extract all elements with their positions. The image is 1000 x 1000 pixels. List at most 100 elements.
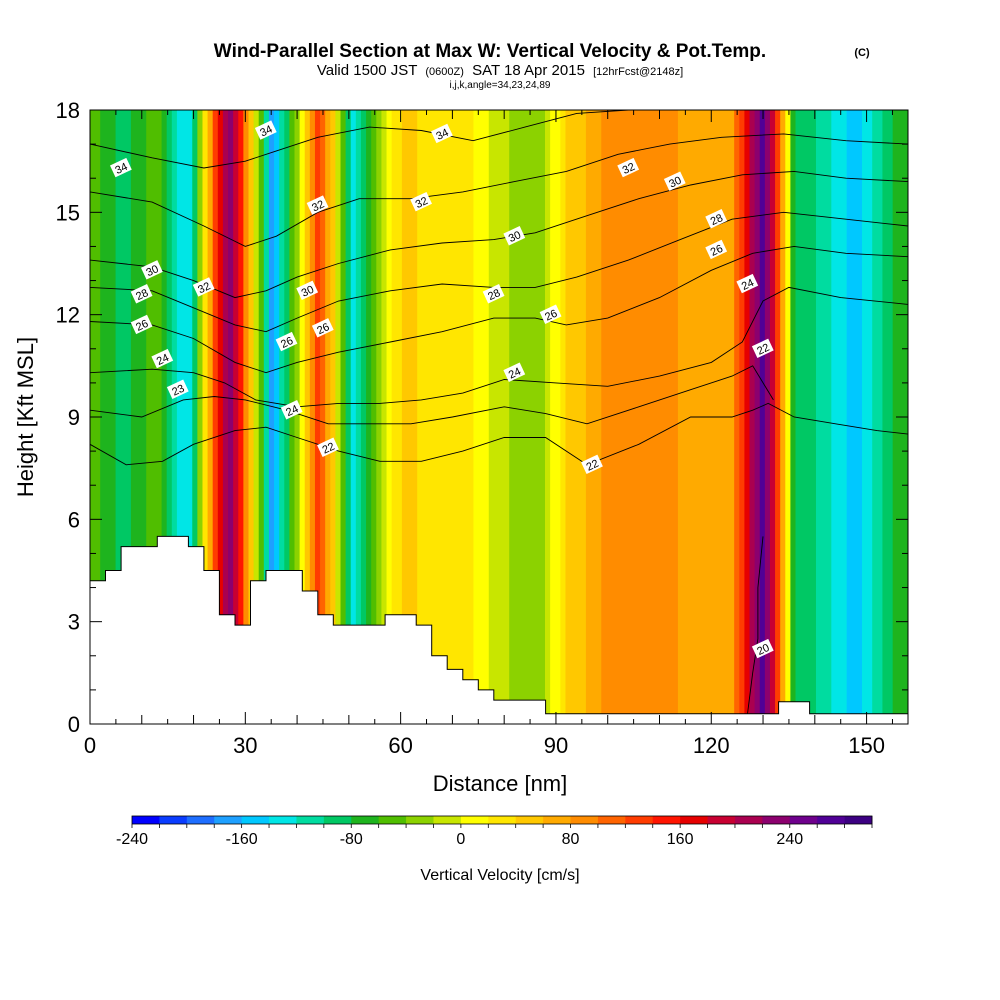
theta-contour-32 bbox=[90, 133, 908, 247]
colorbar-swatch bbox=[570, 816, 599, 824]
velocity-cell bbox=[591, 110, 597, 724]
contour-label: 26 bbox=[705, 239, 728, 260]
velocity-cell bbox=[401, 110, 408, 724]
velocity-cell bbox=[130, 110, 137, 724]
forecast-info: [12hrFcst@2148z] bbox=[593, 66, 683, 78]
colorbar-swatch bbox=[762, 816, 791, 824]
velocity-cell bbox=[631, 110, 638, 724]
velocity-cell bbox=[345, 110, 352, 724]
velocity-cell bbox=[100, 110, 106, 724]
y-tick-label: 9 bbox=[68, 405, 80, 430]
velocity-cell bbox=[187, 110, 193, 724]
colorbar-swatch bbox=[269, 816, 297, 824]
velocity-cell bbox=[452, 110, 459, 724]
velocity-cell bbox=[585, 110, 592, 724]
colorbar-swatch bbox=[707, 816, 736, 824]
velocity-cell bbox=[764, 110, 771, 724]
contour-label-text: 34 bbox=[434, 127, 450, 143]
contour-label-bg bbox=[166, 379, 189, 399]
theta-contour-24 bbox=[90, 286, 908, 408]
velocity-cell bbox=[437, 110, 444, 724]
velocity-cell bbox=[606, 110, 613, 724]
colorbar-swatch bbox=[460, 816, 489, 824]
colorbar-swatch bbox=[734, 816, 763, 824]
velocity-cell bbox=[550, 110, 556, 724]
y-tick-label: 0 bbox=[68, 712, 80, 737]
velocity-cell bbox=[744, 110, 751, 724]
velocity-cell bbox=[422, 110, 429, 724]
contour-label: 30 bbox=[296, 280, 319, 301]
contour-labels: 34 34 34 32 32 32 32 30 30 30 30 28 28 28 26 26 26 26 26 24… bbox=[109, 120, 774, 659]
velocity-cell bbox=[846, 110, 853, 724]
velocity-cell bbox=[826, 110, 832, 724]
colorbar-swatch bbox=[597, 816, 626, 824]
contour-label: 23 bbox=[166, 379, 189, 399]
colorbar-swatch bbox=[652, 816, 681, 824]
contour-label-bg bbox=[663, 171, 686, 191]
contour-label-bg bbox=[430, 123, 453, 144]
contour-label-text: 22 bbox=[755, 342, 771, 358]
contour-label-text: 32 bbox=[621, 161, 637, 177]
vertical-velocity-field bbox=[90, 110, 908, 724]
velocity-cell bbox=[258, 110, 265, 724]
velocity-cell bbox=[376, 110, 383, 724]
contour-label: 32 bbox=[192, 277, 215, 297]
contour-label: 34 bbox=[109, 157, 132, 178]
contour-label-bg bbox=[410, 191, 432, 212]
velocity-cell bbox=[473, 110, 480, 724]
contour-label-text: 22 bbox=[321, 441, 337, 457]
velocity-cell bbox=[570, 110, 577, 724]
contour-label-bg bbox=[736, 273, 759, 294]
chart-title: Wind-Parallel Section at Max W: Vertical… bbox=[214, 41, 766, 62]
contour-label-text: 20 bbox=[755, 642, 771, 658]
velocity-cell bbox=[545, 110, 551, 724]
contour-label: 26 bbox=[311, 318, 334, 338]
contour-label-bg bbox=[751, 638, 774, 659]
velocity-cell bbox=[192, 110, 198, 724]
contour-label-text: 30 bbox=[300, 284, 316, 300]
contour-label-bg bbox=[130, 314, 153, 335]
velocity-cell bbox=[683, 110, 689, 724]
terrain-profile bbox=[90, 535, 908, 724]
contour-label-bg bbox=[306, 195, 329, 215]
velocity-cell bbox=[161, 110, 168, 724]
colorbar-tick-label: 0 bbox=[456, 831, 465, 848]
contour-label-bg bbox=[539, 304, 562, 324]
contour-label-text: 34 bbox=[113, 161, 129, 177]
x-tick-label: 90 bbox=[544, 733, 568, 758]
contour-label: 30 bbox=[663, 171, 686, 191]
velocity-cell bbox=[841, 110, 848, 724]
contour-label-bg bbox=[192, 277, 215, 297]
x-tick-label: 150 bbox=[848, 733, 885, 758]
contour-label: 28 bbox=[705, 209, 728, 229]
velocity-cell bbox=[156, 110, 163, 724]
velocity-cell bbox=[222, 110, 229, 724]
velocity-cell bbox=[212, 110, 219, 724]
velocity-cell bbox=[759, 110, 766, 724]
velocity-cell bbox=[120, 110, 127, 724]
velocity-cell bbox=[642, 110, 648, 724]
contour-label: 20 bbox=[751, 638, 774, 659]
velocity-cell bbox=[616, 110, 623, 724]
velocity-cell bbox=[468, 110, 475, 724]
velocity-cell bbox=[355, 110, 362, 724]
velocity-cell bbox=[805, 110, 812, 724]
velocity-cell bbox=[575, 110, 582, 724]
velocity-cell bbox=[263, 110, 270, 724]
velocity-cell bbox=[110, 110, 117, 724]
colorbar-frame bbox=[131, 815, 873, 825]
velocity-cell bbox=[499, 110, 505, 724]
theta-contour-20 bbox=[747, 536, 764, 714]
valid-date: SAT 18 Apr 2015 bbox=[472, 62, 585, 79]
velocity-cell bbox=[335, 110, 342, 724]
colorbar-swatch bbox=[378, 816, 407, 824]
colorbar-label: Vertical Velocity [cm/s] bbox=[420, 867, 579, 884]
velocity-cell bbox=[442, 110, 449, 724]
y-axis-label: Height [Kft MSL] bbox=[13, 337, 38, 497]
velocity-cell bbox=[309, 110, 316, 724]
contour-label-bg bbox=[705, 209, 728, 229]
contour-label: 24 bbox=[151, 348, 174, 369]
colorbar-tick-label: -80 bbox=[340, 831, 363, 848]
contour-label-text: 30 bbox=[667, 174, 683, 190]
velocity-cell bbox=[274, 110, 280, 724]
